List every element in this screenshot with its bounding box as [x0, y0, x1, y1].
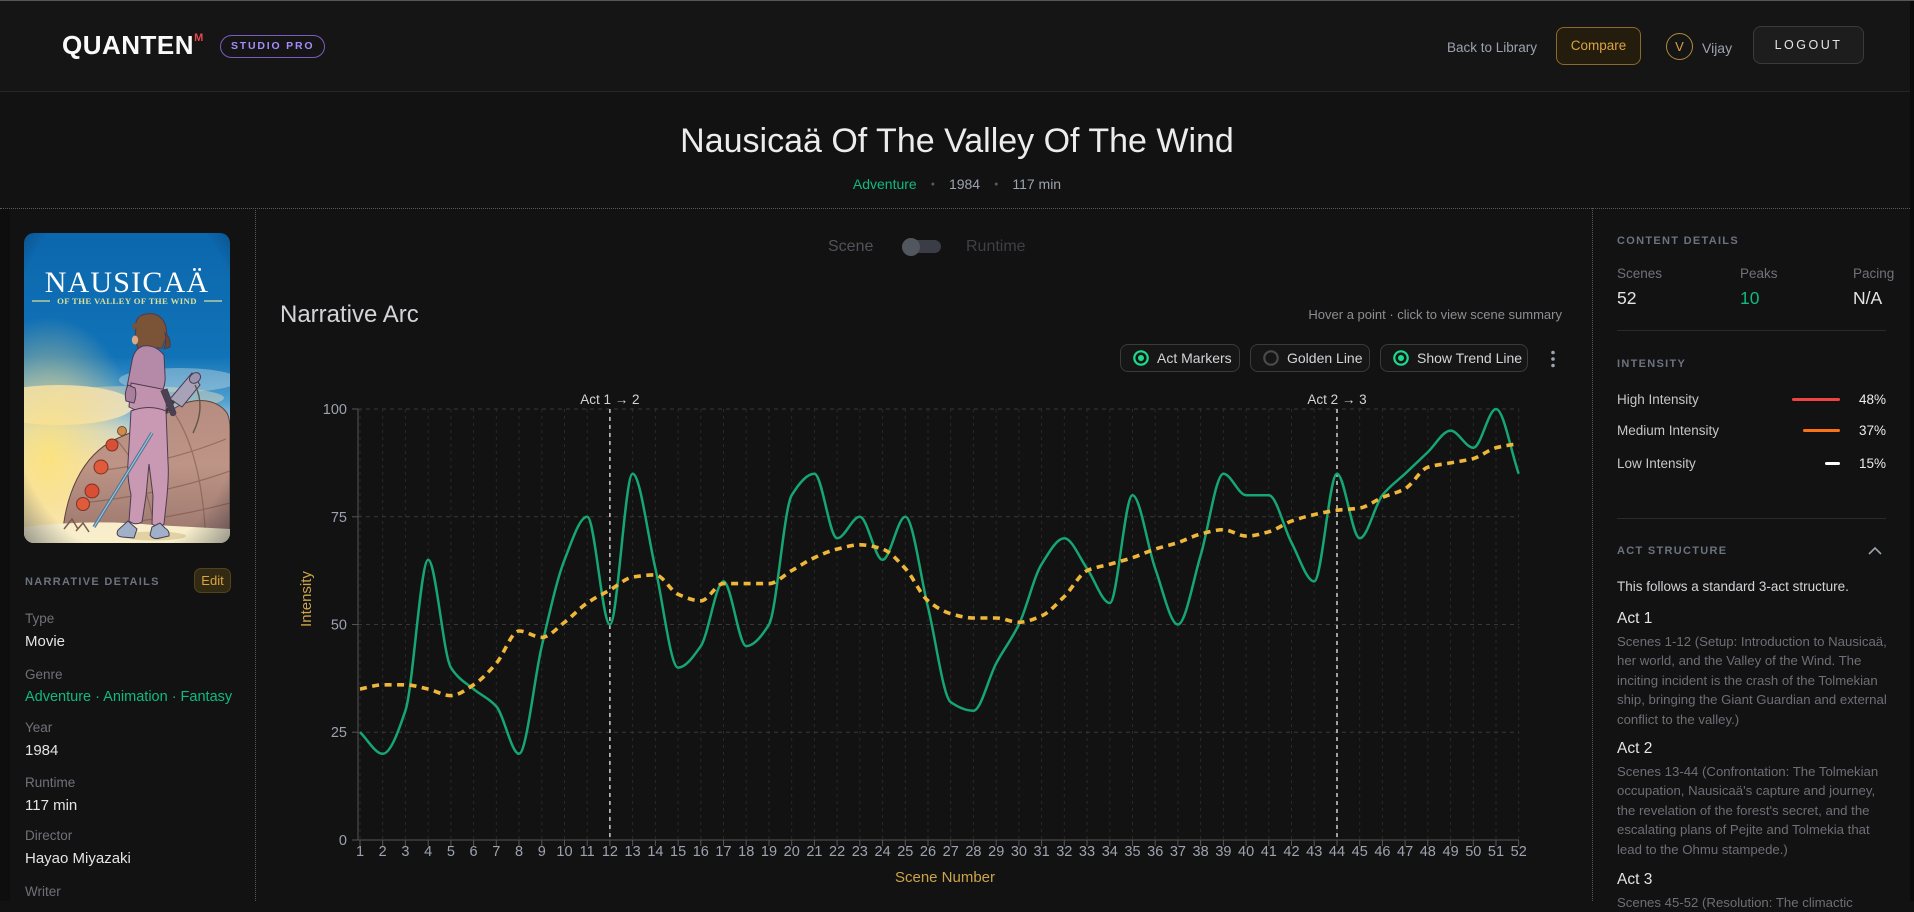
- svg-text:14: 14: [647, 844, 663, 860]
- svg-text:Act 1 → 2: Act 1 → 2: [580, 392, 639, 407]
- svg-text:40: 40: [1238, 844, 1254, 860]
- svg-text:16: 16: [693, 844, 709, 860]
- svg-text:31: 31: [1034, 844, 1050, 860]
- svg-text:50: 50: [1465, 844, 1481, 860]
- svg-text:0: 0: [339, 833, 347, 849]
- svg-text:30: 30: [1011, 844, 1027, 860]
- svg-text:28: 28: [965, 844, 981, 860]
- svg-text:20: 20: [784, 844, 800, 860]
- svg-text:36: 36: [1147, 844, 1163, 860]
- svg-text:43: 43: [1306, 844, 1322, 860]
- svg-text:29: 29: [988, 844, 1004, 860]
- svg-text:45: 45: [1352, 844, 1368, 860]
- svg-text:9: 9: [538, 844, 546, 860]
- svg-text:33: 33: [1079, 844, 1095, 860]
- svg-text:35: 35: [1124, 844, 1140, 860]
- svg-text:46: 46: [1374, 844, 1390, 860]
- svg-text:3: 3: [401, 844, 409, 860]
- svg-text:17: 17: [715, 844, 731, 860]
- svg-text:52: 52: [1511, 844, 1527, 860]
- svg-text:7: 7: [492, 844, 500, 860]
- svg-text:11: 11: [580, 844, 595, 860]
- svg-text:26: 26: [920, 844, 936, 860]
- svg-text:5: 5: [447, 844, 455, 860]
- svg-text:39: 39: [1215, 844, 1231, 860]
- svg-text:8: 8: [515, 844, 523, 860]
- svg-text:50: 50: [331, 618, 347, 634]
- svg-text:41: 41: [1261, 844, 1277, 860]
- svg-text:19: 19: [761, 844, 777, 860]
- svg-text:18: 18: [738, 844, 754, 860]
- svg-text:Act 2 → 3: Act 2 → 3: [1307, 392, 1366, 407]
- svg-text:NAUSICAÄ: NAUSICAÄ: [45, 266, 210, 299]
- svg-text:51: 51: [1488, 844, 1504, 860]
- svg-text:37: 37: [1170, 844, 1186, 860]
- svg-text:4: 4: [424, 844, 432, 860]
- svg-text:25: 25: [897, 844, 913, 860]
- svg-text:21: 21: [806, 844, 822, 860]
- svg-text:42: 42: [1283, 844, 1299, 860]
- svg-text:15: 15: [670, 844, 686, 860]
- svg-text:27: 27: [943, 844, 959, 860]
- svg-text:24: 24: [875, 844, 891, 860]
- svg-text:48: 48: [1420, 844, 1436, 860]
- svg-text:47: 47: [1397, 844, 1413, 860]
- svg-text:49: 49: [1443, 844, 1459, 860]
- svg-text:44: 44: [1329, 844, 1345, 860]
- svg-text:38: 38: [1193, 844, 1209, 860]
- svg-text:13: 13: [625, 844, 641, 860]
- svg-text:OF THE VALLEY OF THE WIND: OF THE VALLEY OF THE WIND: [57, 296, 197, 306]
- svg-text:75: 75: [331, 510, 347, 526]
- svg-text:1: 1: [356, 844, 364, 860]
- svg-text:32: 32: [1056, 844, 1072, 860]
- svg-text:Scene Number: Scene Number: [895, 869, 995, 886]
- svg-text:12: 12: [602, 844, 618, 860]
- svg-text:22: 22: [829, 844, 845, 860]
- svg-text:100: 100: [323, 402, 347, 418]
- svg-text:23: 23: [852, 844, 868, 860]
- svg-text:2: 2: [379, 844, 387, 860]
- svg-text:6: 6: [470, 844, 478, 860]
- svg-text:Intensity: Intensity: [298, 571, 315, 627]
- svg-text:10: 10: [556, 844, 572, 860]
- svg-text:25: 25: [331, 725, 347, 741]
- svg-text:34: 34: [1102, 844, 1118, 860]
